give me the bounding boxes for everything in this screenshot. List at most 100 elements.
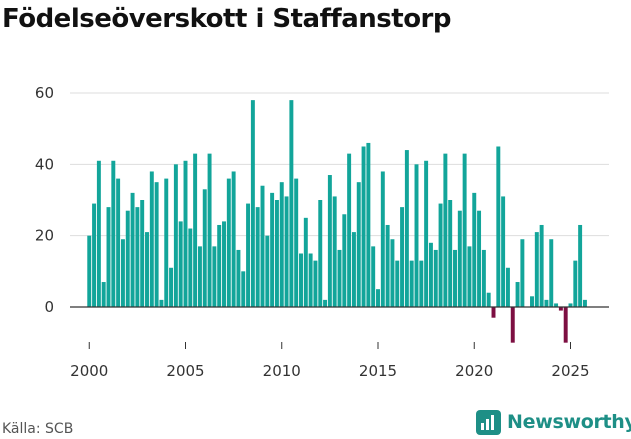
bar	[111, 160, 116, 307]
x-tick-label: 2000	[70, 362, 108, 380]
bar	[135, 207, 140, 307]
bar	[87, 235, 92, 307]
bar	[241, 271, 246, 307]
bar	[260, 185, 265, 307]
x-tick-label: 2025	[551, 362, 589, 380]
source-note: Källa: SCB	[2, 421, 74, 437]
bar	[438, 203, 443, 307]
bar	[289, 100, 294, 307]
bar	[92, 203, 97, 307]
bar	[558, 307, 563, 311]
bar	[361, 146, 366, 307]
bar	[140, 200, 145, 307]
bar	[356, 182, 361, 307]
bar	[294, 178, 299, 307]
bar	[534, 232, 539, 307]
bar	[390, 239, 395, 307]
bar	[433, 249, 438, 307]
bar	[145, 232, 149, 307]
bar	[544, 299, 549, 307]
bar	[270, 192, 275, 307]
x-tick-label: 2015	[359, 362, 397, 380]
bar	[284, 196, 289, 307]
bar	[154, 182, 159, 307]
bar	[462, 153, 467, 307]
bar	[120, 239, 125, 307]
brand-name: Newsworthy	[507, 411, 631, 433]
bar	[515, 282, 520, 307]
bar	[414, 164, 419, 307]
bar	[193, 153, 198, 307]
bar	[472, 192, 477, 307]
bar	[183, 160, 188, 307]
chart-title: Födelseöverskott i Staffanstorp	[2, 4, 451, 34]
bar	[395, 260, 400, 307]
bar	[202, 189, 207, 307]
bar	[568, 303, 573, 307]
bar	[96, 160, 101, 307]
bar	[318, 200, 323, 307]
y-tick-label: 20	[35, 227, 54, 245]
bar	[308, 253, 313, 307]
bar	[467, 246, 472, 307]
bar	[477, 210, 482, 307]
bar	[197, 246, 202, 307]
bar	[217, 224, 222, 307]
bar	[409, 260, 414, 307]
bar	[116, 178, 121, 307]
bar	[173, 164, 178, 307]
bar	[448, 200, 453, 307]
x-tick-label: 2010	[263, 362, 301, 380]
bar	[337, 249, 342, 307]
bar	[530, 296, 534, 307]
bar	[385, 224, 390, 307]
bar	[443, 153, 448, 307]
bar	[510, 307, 515, 343]
bar	[371, 246, 376, 307]
bar	[188, 228, 193, 307]
y-tick-label: 60	[35, 84, 54, 102]
bar	[582, 299, 587, 307]
bar	[106, 207, 111, 307]
bar	[169, 267, 174, 307]
bar	[347, 153, 352, 307]
bar	[496, 146, 501, 307]
bar	[419, 260, 424, 307]
bar	[505, 267, 510, 307]
grid-lines	[70, 92, 609, 237]
bar	[159, 299, 164, 307]
newsworthy-chart-icon	[476, 409, 501, 435]
bar	[404, 150, 409, 307]
bar	[149, 171, 154, 307]
bar	[342, 214, 347, 307]
bar	[539, 224, 544, 307]
y-tick-label: 0	[44, 298, 54, 316]
brand-logo: Newsworthy	[476, 408, 631, 436]
bar	[520, 239, 525, 307]
bar	[424, 160, 429, 307]
bar	[486, 292, 491, 307]
bar	[376, 289, 380, 307]
bar	[554, 303, 559, 307]
bar	[327, 175, 332, 307]
bar	[380, 171, 385, 307]
bar	[332, 196, 337, 307]
bar	[563, 307, 568, 343]
bar	[453, 249, 457, 307]
bar	[246, 203, 251, 307]
bar	[303, 217, 308, 307]
bar	[481, 249, 486, 307]
x-tick-label: 2020	[455, 362, 493, 380]
bar	[501, 196, 506, 307]
bar	[578, 224, 583, 307]
bar	[236, 249, 241, 307]
bar	[279, 182, 284, 307]
bar	[323, 299, 328, 307]
bar	[491, 307, 496, 318]
bar	[226, 178, 231, 307]
bar	[366, 142, 371, 307]
bar	[299, 253, 303, 307]
bar	[130, 192, 135, 307]
x-tick-label: 2005	[166, 362, 204, 380]
bar	[255, 207, 260, 307]
